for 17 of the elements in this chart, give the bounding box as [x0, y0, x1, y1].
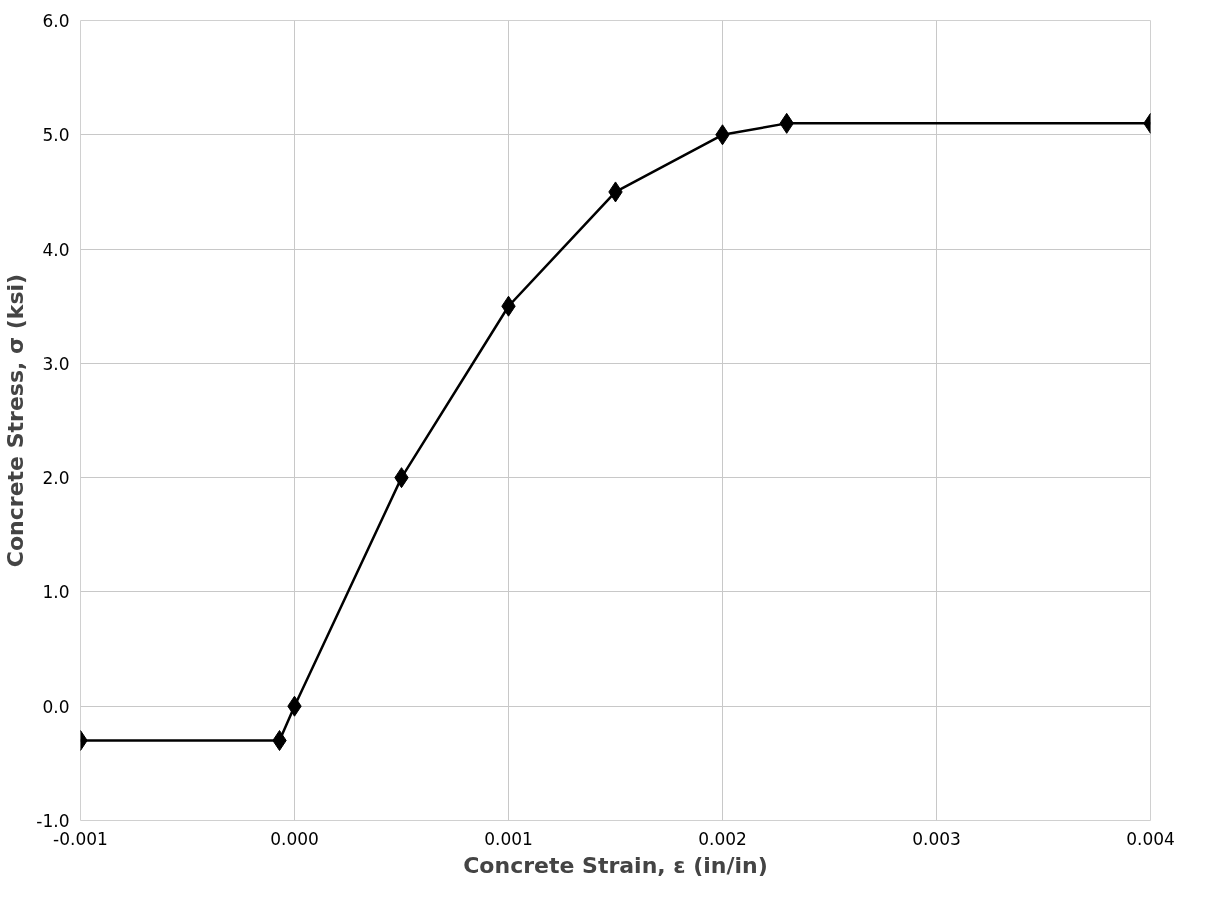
y-axis-title: Concrete Stress, σ (ksi)	[3, 273, 29, 568]
y-tick-label: 6.0	[42, 11, 70, 31]
x-tick-label: 0.004	[1126, 828, 1175, 849]
x-tick-label: 0.000	[270, 828, 319, 849]
y-tick-label: 5.0	[42, 125, 70, 146]
x-tick-label: -0.001	[53, 828, 108, 849]
y-tick-label: 3.0	[42, 353, 70, 374]
x-tick-label: 0.002	[698, 828, 747, 849]
y-tick-label: -1.0	[36, 811, 70, 831]
y-tick-label: 0.0	[42, 696, 70, 717]
x-axis-title: Concrete Strain, ε (in/in)	[463, 852, 768, 878]
x-tick-label: 0.001	[484, 828, 533, 849]
x-tick-label: 0.003	[912, 828, 961, 849]
point	[272, 730, 287, 751]
y-tick-label: 2.0	[42, 468, 70, 489]
y-tick-label: 4.0	[42, 239, 70, 260]
y-tick-label: 1.0	[42, 582, 70, 603]
